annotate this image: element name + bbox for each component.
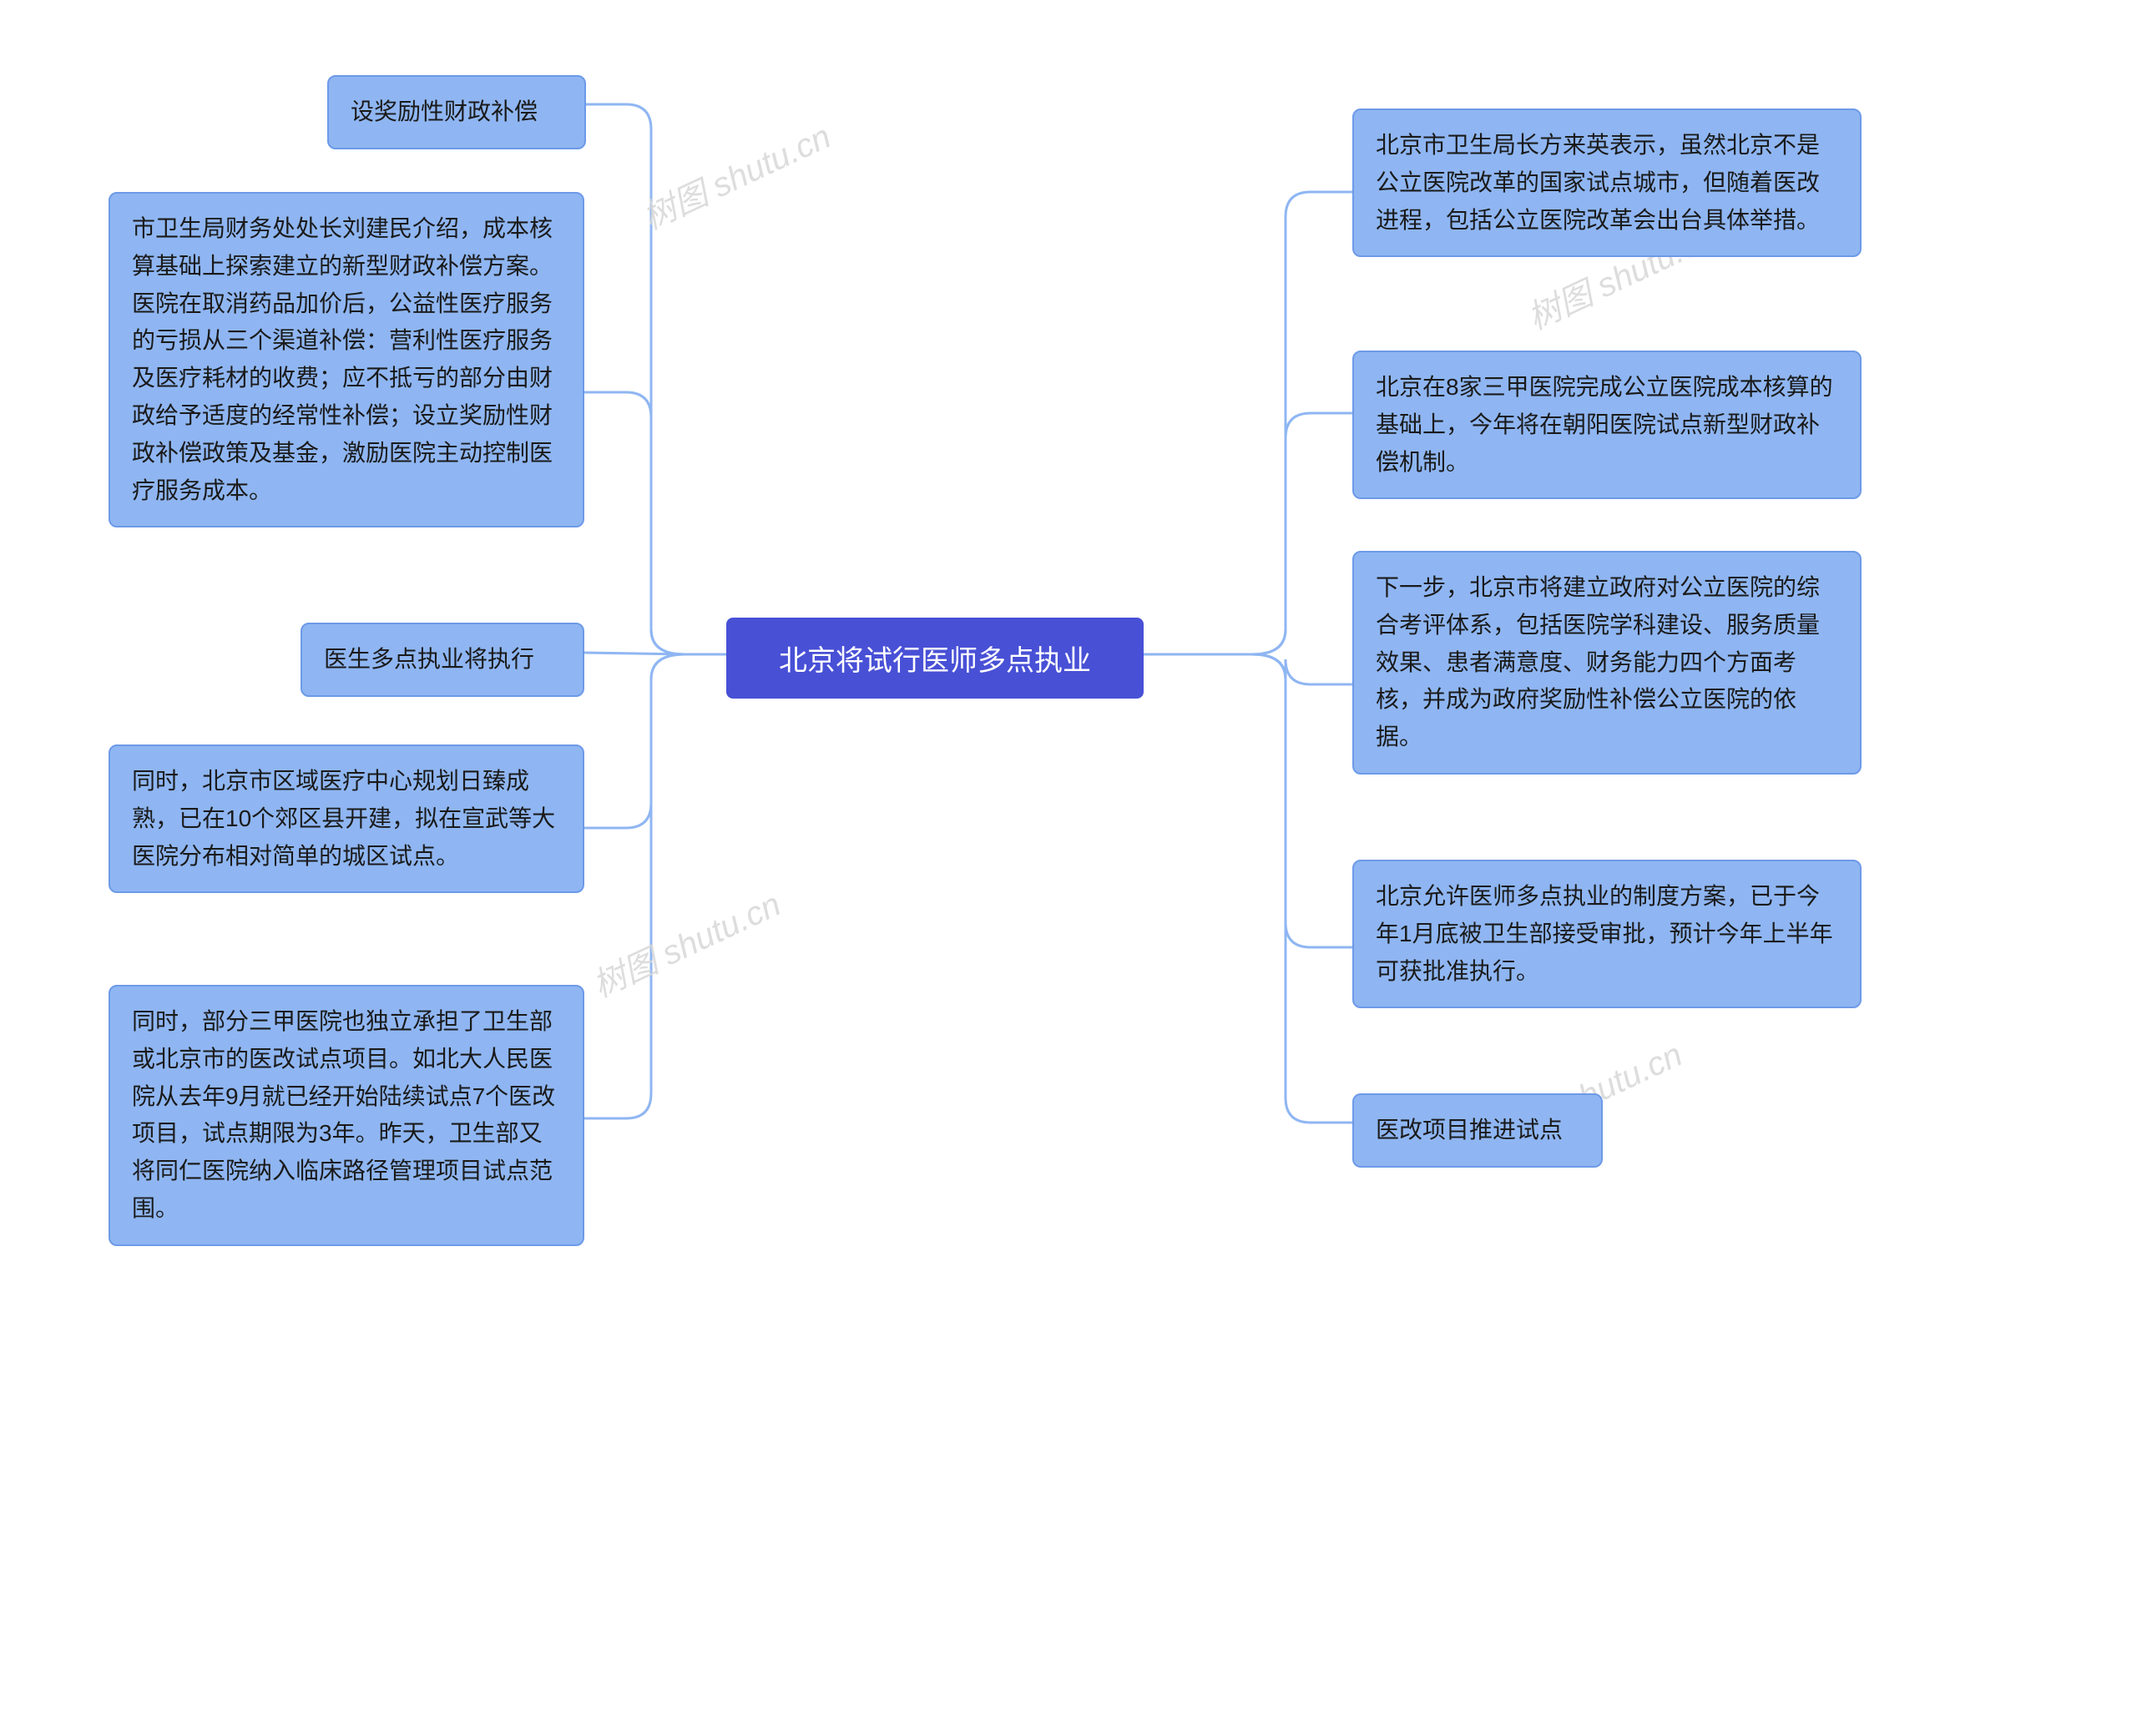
right-node-1: 北京在8家三甲医院完成公立医院成本核算的基础上，今年将在朝阳医院试点新型财政补偿…: [1352, 351, 1862, 499]
right-node-3-label: 北京允许医师多点执业的制度方案，已于今年1月底被卫生部接受审批，预计今年上半年可…: [1376, 883, 1833, 984]
right-node-0-label: 北京市卫生局长方来英表示，虽然北京不是公立医院改革的国家试点城市，但随着医改进程…: [1376, 132, 1820, 233]
left-node-3-label: 同时，北京市区域医疗中心规划日臻成熟，已在10个郊区县开建，拟在宣武等大医院分布…: [132, 768, 555, 869]
right-node-1-label: 北京在8家三甲医院完成公立医院成本核算的基础上，今年将在朝阳医院试点新型财政补偿…: [1376, 374, 1833, 475]
left-node-4-label: 同时，部分三甲医院也独立承担了卫生部或北京市的医改试点项目。如北大人民医院从去年…: [132, 1008, 555, 1221]
center-node: 北京将试行医师多点执业: [726, 618, 1144, 699]
right-node-2: 下一步，北京市将建立政府对公立医院的综合考评体系，包括医院学科建设、服务质量效果…: [1352, 551, 1862, 775]
right-node-4-label: 医改项目推进试点: [1376, 1117, 1563, 1143]
left-node-0: 设奖励性财政补偿: [327, 75, 586, 149]
left-node-0-label: 设奖励性财政补偿: [351, 98, 538, 124]
left-node-1-label: 市卫生局财务处处长刘建民介绍，成本核算基础上探索建立的新型财政补偿方案。医院在取…: [132, 215, 553, 503]
right-node-0: 北京市卫生局长方来英表示，虽然北京不是公立医院改革的国家试点城市，但随着医改进程…: [1352, 108, 1862, 257]
left-node-1: 市卫生局财务处处长刘建民介绍，成本核算基础上探索建立的新型财政补偿方案。医院在取…: [109, 192, 584, 527]
left-node-2-label: 医生多点执业将执行: [324, 646, 534, 672]
right-node-3: 北京允许医师多点执业的制度方案，已于今年1月底被卫生部接受审批，预计今年上半年可…: [1352, 860, 1862, 1008]
left-node-2: 医生多点执业将执行: [301, 623, 584, 697]
left-node-4: 同时，部分三甲医院也独立承担了卫生部或北京市的医改试点项目。如北大人民医院从去年…: [109, 985, 584, 1246]
right-node-2-label: 下一步，北京市将建立政府对公立医院的综合考评体系，包括医院学科建设、服务质量效果…: [1376, 574, 1820, 749]
right-node-4: 医改项目推进试点: [1352, 1093, 1603, 1168]
left-node-3: 同时，北京市区域医疗中心规划日臻成熟，已在10个郊区县开建，拟在宣武等大医院分布…: [109, 744, 584, 893]
